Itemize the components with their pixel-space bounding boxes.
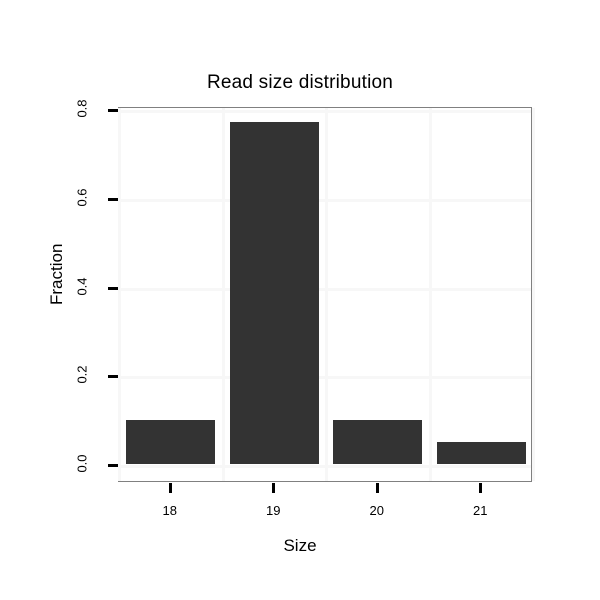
y-axis-tick-label: 0.8	[74, 99, 90, 118]
y-axis-tick-mark	[108, 197, 118, 201]
chart-title: Read size distribution	[206, 72, 394, 93]
gridline-vertical	[428, 108, 432, 481]
x-axis-tick-label: 18	[162, 503, 177, 518]
x-axis-title: Size	[283, 536, 317, 555]
x-axis-tick-mark	[479, 483, 483, 493]
bar-18	[126, 419, 216, 464]
gridline-vertical	[325, 108, 328, 481]
y-axis-tick-mark	[108, 464, 118, 467]
y-axis-tick-mark	[108, 109, 118, 112]
x-axis-tick-mark	[168, 483, 172, 493]
gridlines-layer	[118, 108, 535, 481]
x-axis-tick-mark	[375, 483, 379, 493]
gridline-vertical	[532, 108, 535, 481]
y-axis-title: Fraction	[47, 243, 66, 305]
x-axis-tick-label: 20	[369, 503, 384, 518]
bar-20	[333, 419, 423, 464]
y-axis-tick-label: 0.4	[74, 276, 90, 296]
x-axis-tick-label: 19	[266, 503, 281, 518]
y-axis-tick-label: 0.6	[74, 188, 90, 207]
y-axis-tick-label: 0.0	[74, 454, 90, 473]
bars-layer	[119, 108, 531, 481]
gridline-vertical	[221, 108, 225, 481]
y-axis-tick-label: 0.2	[74, 365, 90, 384]
y-axis-tick-mark	[108, 286, 118, 290]
x-axis-tick-label: 21	[473, 503, 488, 518]
gridline-vertical	[118, 108, 121, 481]
plot-panel	[118, 107, 535, 482]
x-axis-tick-mark	[272, 483, 276, 493]
bar-21	[436, 441, 526, 464]
bar-19	[229, 122, 319, 464]
y-axis-tick-mark	[108, 375, 118, 379]
